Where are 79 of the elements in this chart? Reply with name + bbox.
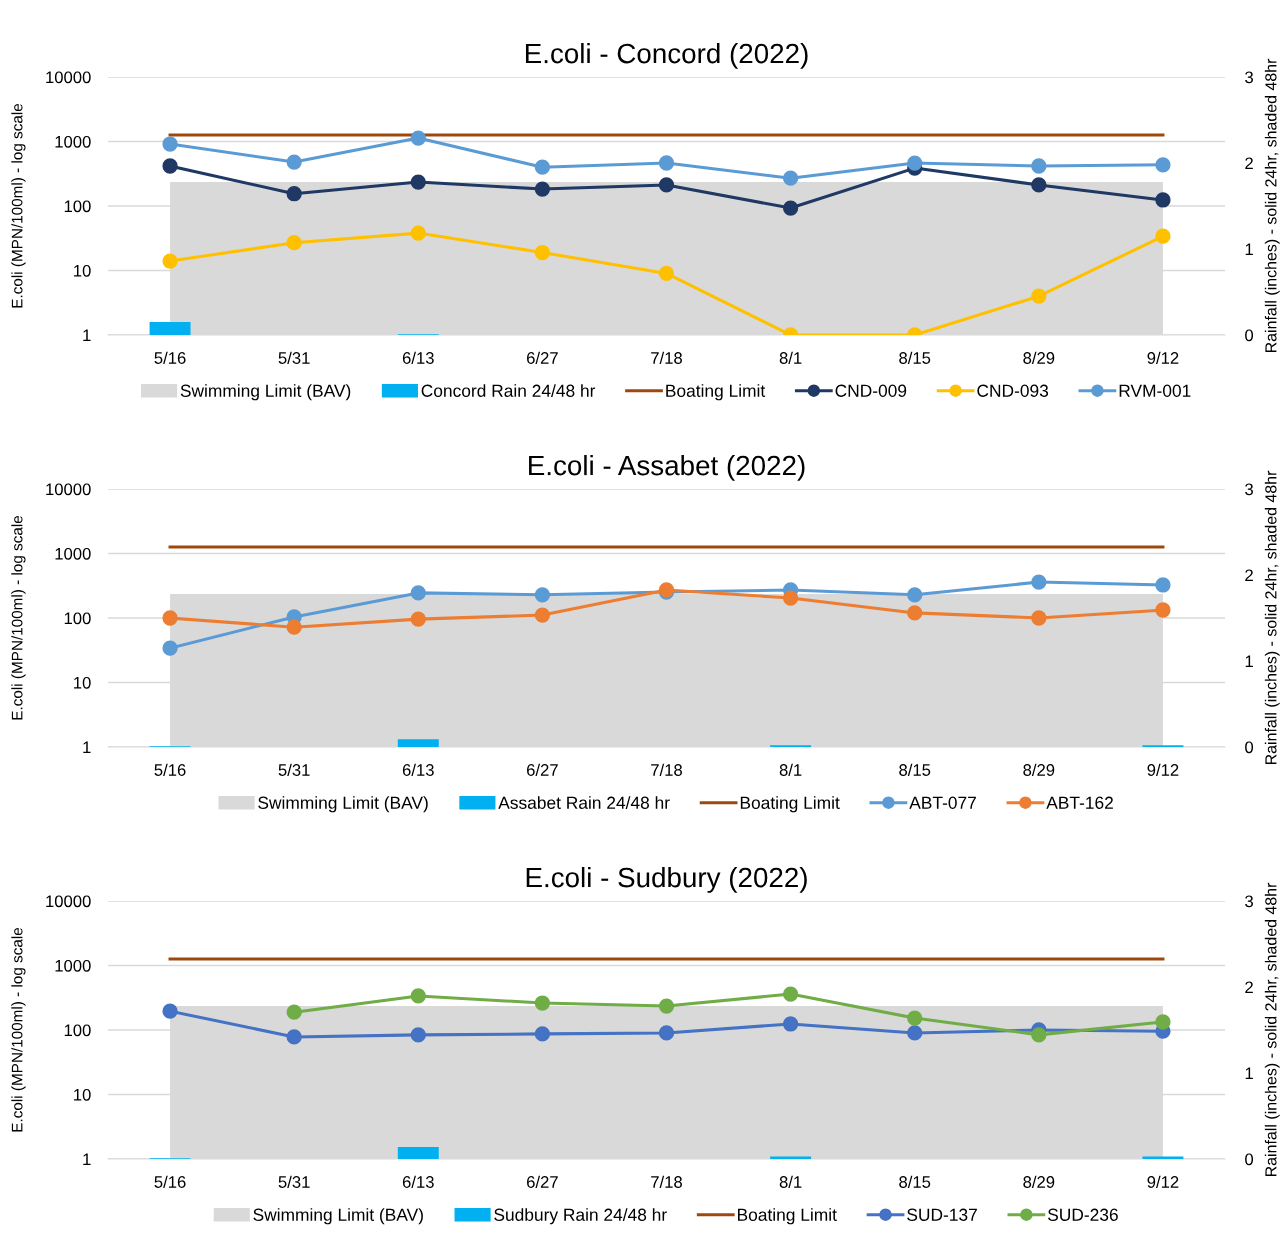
y2-tick-label: 0 — [1245, 1153, 1254, 1166]
x-tick-label: 8/15 — [899, 1175, 931, 1188]
legend-label: Sudbury Rain 24/48 hr — [494, 1208, 667, 1225]
y2-axis-title: Rainfall (inches) - solid 24hr, shaded 48hr — [1264, 882, 1280, 1177]
y2-tick-label: 3 — [1245, 483, 1253, 496]
x-tick-label: 9/12 — [1147, 763, 1179, 776]
legend-label: Swimming Limit (BAV) — [253, 1208, 423, 1225]
y2-tick-label: 2 — [1245, 157, 1253, 170]
x-tick-label: 5/31 — [278, 763, 310, 776]
x-tick-label: 6/27 — [527, 1175, 558, 1188]
y-tick-label: 1 — [83, 329, 91, 342]
legend-label: Boating Limit — [737, 1208, 837, 1225]
legend-label: SUD-236 — [1048, 1208, 1118, 1221]
x-tick-label: 5/16 — [154, 351, 186, 364]
x-tick-label: 8/29 — [1023, 1175, 1055, 1188]
y-axis-title: E.coli (MPN/100ml) - log scale — [11, 927, 26, 1132]
x-tick-label: 8/29 — [1023, 763, 1055, 776]
x-tick-label: 5/16 — [154, 763, 186, 776]
x-tick-label: 6/13 — [402, 351, 434, 364]
x-tick-label: 6/13 — [402, 1175, 434, 1188]
legend-label: Boating Limit — [740, 796, 840, 813]
x-tick-label: 8/1 — [779, 1175, 802, 1188]
x-tick-label: 5/31 — [278, 351, 310, 364]
y-tick-label: 10000 — [46, 71, 91, 84]
chart-title: E.coli - Sudbury (2022) — [526, 866, 807, 893]
y-tick-label: 100 — [64, 612, 91, 625]
y2-tick-label: 3 — [1245, 71, 1253, 84]
legend-label: CND-093 — [977, 384, 1049, 397]
legend-label: CND-009 — [835, 384, 907, 397]
y-tick-label: 10 — [74, 1088, 91, 1101]
y-tick-label: 1000 — [55, 547, 91, 560]
x-tick-label: 6/27 — [527, 763, 558, 776]
x-tick-label: 6/27 — [527, 351, 558, 364]
x-tick-label: 7/18 — [651, 1175, 682, 1188]
x-tick-label: 7/18 — [651, 351, 682, 364]
x-tick-label: 7/18 — [651, 763, 682, 776]
y2-tick-label: 2 — [1245, 569, 1253, 582]
x-tick-label: 9/12 — [1147, 351, 1179, 364]
y2-axis-title: Rainfall (inches) - solid 24hr, shaded 48hr — [1264, 58, 1280, 353]
legend-label: ABT-077 — [909, 796, 976, 809]
y-tick-label: 100 — [64, 200, 91, 213]
y2-tick-label: 0 — [1245, 741, 1254, 754]
y2-tick-label: 3 — [1245, 895, 1253, 908]
legend-label: Swimming Limit (BAV) — [180, 384, 351, 401]
x-tick-label: 8/15 — [899, 351, 931, 364]
y-tick-label: 10 — [74, 264, 91, 277]
y-tick-label: 1000 — [55, 959, 91, 972]
x-tick-label: 6/13 — [402, 763, 434, 776]
y-tick-label: 1000 — [55, 135, 91, 148]
x-tick-label: 8/15 — [899, 763, 931, 776]
legend-label: Swimming Limit (BAV) — [258, 796, 428, 813]
y-tick-label: 1 — [83, 1153, 91, 1166]
legend-label: Assabet Rain 24/48 hr — [498, 796, 670, 809]
y-tick-label: 100 — [64, 1024, 91, 1037]
x-tick-label: 8/1 — [779, 351, 802, 364]
y2-tick-label: 1 — [1245, 1067, 1253, 1080]
y-tick-label: 10000 — [46, 895, 91, 908]
x-tick-label: 5/31 — [278, 1175, 310, 1188]
legend-label: Boating Limit — [666, 384, 766, 401]
y2-tick-label: 0 — [1245, 329, 1254, 342]
legend-label: ABT-162 — [1046, 796, 1113, 809]
y-axis-title: E.coli (MPN/100ml) - log scale — [11, 103, 26, 308]
legend-label: RVM-001 — [1119, 384, 1191, 397]
chart-title: E.coli - Concord (2022) — [525, 42, 808, 69]
y2-axis-title: Rainfall (inches) - solid 24hr, shaded 48hr — [1264, 470, 1280, 765]
legend-label: Concord Rain 24/48 hr — [421, 384, 596, 397]
y-tick-label: 1 — [83, 741, 91, 754]
y2-tick-label: 1 — [1245, 243, 1253, 256]
y-tick-label: 10 — [74, 676, 91, 689]
x-tick-label: 5/16 — [154, 1175, 186, 1188]
legend-label: SUD-137 — [907, 1208, 977, 1221]
y2-tick-label: 2 — [1245, 981, 1253, 994]
y-tick-label: 10000 — [46, 483, 91, 496]
y2-tick-label: 1 — [1245, 655, 1253, 668]
x-tick-label: 9/12 — [1147, 1175, 1179, 1188]
chart-title: E.coli - Assabet (2022) — [529, 454, 805, 481]
x-tick-label: 8/1 — [779, 763, 802, 776]
x-tick-label: 8/29 — [1023, 351, 1055, 364]
y-axis-title: E.coli (MPN/100ml) - log scale — [11, 515, 26, 720]
